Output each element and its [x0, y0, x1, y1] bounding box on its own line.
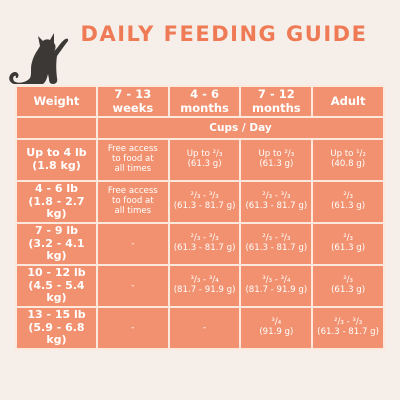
cell-adult: Up to ¹/₂ (40.8 g) [311, 138, 385, 182]
cell-line: to food at [111, 196, 154, 207]
header-line: months [252, 100, 301, 115]
weight-cell: 7 - 9 lb (3.2 - 4.1 kg) [15, 222, 98, 266]
cell-line: ³/₃ - ³/₄ [190, 275, 219, 286]
cell-line: (61.3 - 81.7 g) [173, 201, 236, 211]
cell-4-6-months: ²/₃ - ³/₃ (61.3 - 81.7 g) [167, 180, 242, 224]
cell-line: (61.3 g) [331, 285, 366, 295]
cell-7-13-weeks: - [95, 222, 170, 266]
cell-4-6-months: ³/₃ - ³/₄ (81.7 - 91.9 g) [167, 264, 242, 308]
cell-line: 10 - 12 lb [27, 266, 86, 280]
cell-line: ²/₃ [343, 233, 353, 244]
cell-line: ²/₃ - ³/₃ [190, 191, 219, 202]
table-row: Up to 4 lb (1.8 kg) Free access to food at a… [15, 138, 385, 182]
cell-line: Up to 4 lb [26, 146, 87, 160]
cell-line: ²/₃ [343, 275, 353, 286]
cell-7-13-weeks: - [95, 306, 170, 350]
cell-7-12-months: ³/₄ (91.9 g) [239, 306, 314, 350]
header-line: 7 - 12 [257, 87, 295, 102]
header-4-6-months: 4 - 6 months [167, 85, 242, 118]
cell-line: - [131, 238, 135, 249]
cell-line: Up to ²/₃ [186, 149, 223, 160]
cell-line: (81.7 - 91.9 g) [173, 285, 236, 295]
table-header-row: Weight 7 - 13 weeks 4 - 6 months 7 - 12 … [15, 85, 385, 118]
cell-line: all times [114, 163, 152, 174]
cell-7-12-months: ³/₃ - ³/₄ (81.7 - 91.9 g) [239, 264, 314, 308]
cell-line: (1.8 - 2.7 kg) [28, 194, 85, 221]
cell-adult: ²/₃ - ³/₃ (61.3 - 81.7 g) [311, 306, 385, 350]
cell-line: 7 - 9 lb [34, 224, 78, 238]
header-weight: Weight [15, 85, 98, 118]
cell-line: ²/₃ - ³/₃ [262, 191, 291, 202]
weight-cell: Up to 4 lb (1.8 kg) [15, 138, 98, 182]
cell-line: (5.9 - 6.8 kg) [28, 320, 85, 347]
cell-line: ³/₄ [271, 317, 282, 328]
page-title: DAILY FEEDING GUIDE [80, 22, 368, 46]
table-row: 13 - 15 lb (5.9 - 6.8 kg) - - ³/₄ (91.9 g) ²/₃… [15, 306, 385, 350]
weight-cell: 13 - 15 lb (5.9 - 6.8 kg) [15, 306, 98, 350]
cell-7-13-weeks: Free access to food at all times [95, 180, 170, 224]
cell-line: ²/₃ - ³/₃ [190, 233, 219, 244]
weight-cell: 4 - 6 lb (1.8 - 2.7 kg) [15, 180, 98, 224]
unit-row-spacer [15, 116, 98, 140]
cell-line: Up to ¹/₂ [330, 149, 366, 160]
cell-7-13-weeks: - [95, 264, 170, 308]
cell-adult: ²/₃ (61.3 g) [311, 180, 385, 224]
cell-line: - [202, 322, 207, 333]
weight-cell: 10 - 12 lb (4.5 - 5.4 kg) [15, 264, 98, 308]
cell-line: to food at [111, 154, 154, 165]
cell-7-12-months: ²/₃ - ³/₃ (61.3 - 81.7 g) [239, 222, 314, 266]
cell-line: ³/₃ - ³/₄ [262, 275, 291, 286]
cell-line: Free access [107, 144, 158, 155]
cell-line: 4 - 6 lb [34, 182, 78, 196]
cell-7-12-months: Up to ²/₃ (61.3 g) [239, 138, 314, 182]
cell-line: (91.9 g) [259, 327, 294, 337]
cell-line: (61.3 - 81.7 g) [317, 327, 379, 337]
cell-line: Up to ²/₃ [258, 149, 295, 160]
table-row: 4 - 6 lb (1.8 - 2.7 kg) Free access to food… [15, 180, 385, 224]
table-row: 10 - 12 lb (4.5 - 5.4 kg) - ³/₃ - ³/₄ (81.7 … [15, 264, 385, 308]
cat-silhouette-icon [9, 33, 69, 84]
cell-line: (61.3 g) [331, 201, 366, 211]
cell-line: (61.3 g) [187, 159, 222, 169]
table-body: Up to 4 lb (1.8 kg) Free access to food at a… [15, 138, 385, 350]
cell-line: (81.7 - 91.9 g) [245, 285, 308, 295]
cell-4-6-months: Up to ²/₃ (61.3 g) [167, 138, 242, 182]
cell-line: (4.5 - 5.4 kg) [28, 278, 85, 305]
table-row: 7 - 9 lb (3.2 - 4.1 kg) - ²/₃ - ³/₃ (61.3 - … [15, 222, 385, 266]
cell-4-6-months: - [167, 306, 242, 350]
cell-line: ²/₃ - ³/₃ [262, 233, 291, 244]
cell-4-6-months: ²/₃ - ³/₃ (61.3 - 81.7 g) [167, 222, 242, 266]
header-line: 4 - 6 [190, 87, 219, 102]
cell-line: (61.3 g) [259, 159, 294, 169]
cell-line: (3.2 - 4.1 kg) [28, 236, 85, 263]
cell-line: (61.3 - 81.7 g) [173, 243, 236, 253]
cell-line: all times [114, 205, 152, 216]
cell-7-12-months: ²/₃ - ³/₃ (61.3 - 81.7 g) [239, 180, 314, 224]
header-line: 7 - 13 [114, 87, 152, 102]
unit-label: Cups / Day [95, 116, 386, 140]
header-adult: Adult [311, 85, 385, 118]
cell-line: ²/₃ [343, 191, 353, 202]
cell-line: 13 - 15 lb [27, 308, 86, 322]
cell-7-13-weeks: Free access to food at all times [95, 138, 170, 182]
cell-adult: ²/₃ (61.3 g) [311, 264, 385, 308]
cell-line: - [131, 280, 135, 291]
cell-adult: ²/₃ (61.3 g) [311, 222, 385, 266]
header-line: weeks [112, 100, 154, 115]
cell-line: Free access [107, 186, 158, 197]
feeding-table: Weight 7 - 13 weeks 4 - 6 months 7 - 12 … [15, 85, 386, 350]
header-7-13-weeks: 7 - 13 weeks [95, 85, 170, 118]
cell-line: - [131, 322, 135, 333]
cell-line: (61.3 - 81.7 g) [245, 201, 308, 211]
cell-line: (61.3 g) [331, 243, 366, 253]
unit-row: Cups / Day [15, 116, 386, 140]
header-line: months [180, 100, 229, 115]
cell-line: (61.3 - 81.7 g) [245, 243, 308, 253]
cell-line: ²/₃ - ³/₃ [334, 317, 363, 328]
header-7-12-months: 7 - 12 months [239, 85, 314, 118]
cell-line: (40.8 g) [331, 159, 366, 169]
cell-line: (1.8 kg) [32, 159, 81, 172]
